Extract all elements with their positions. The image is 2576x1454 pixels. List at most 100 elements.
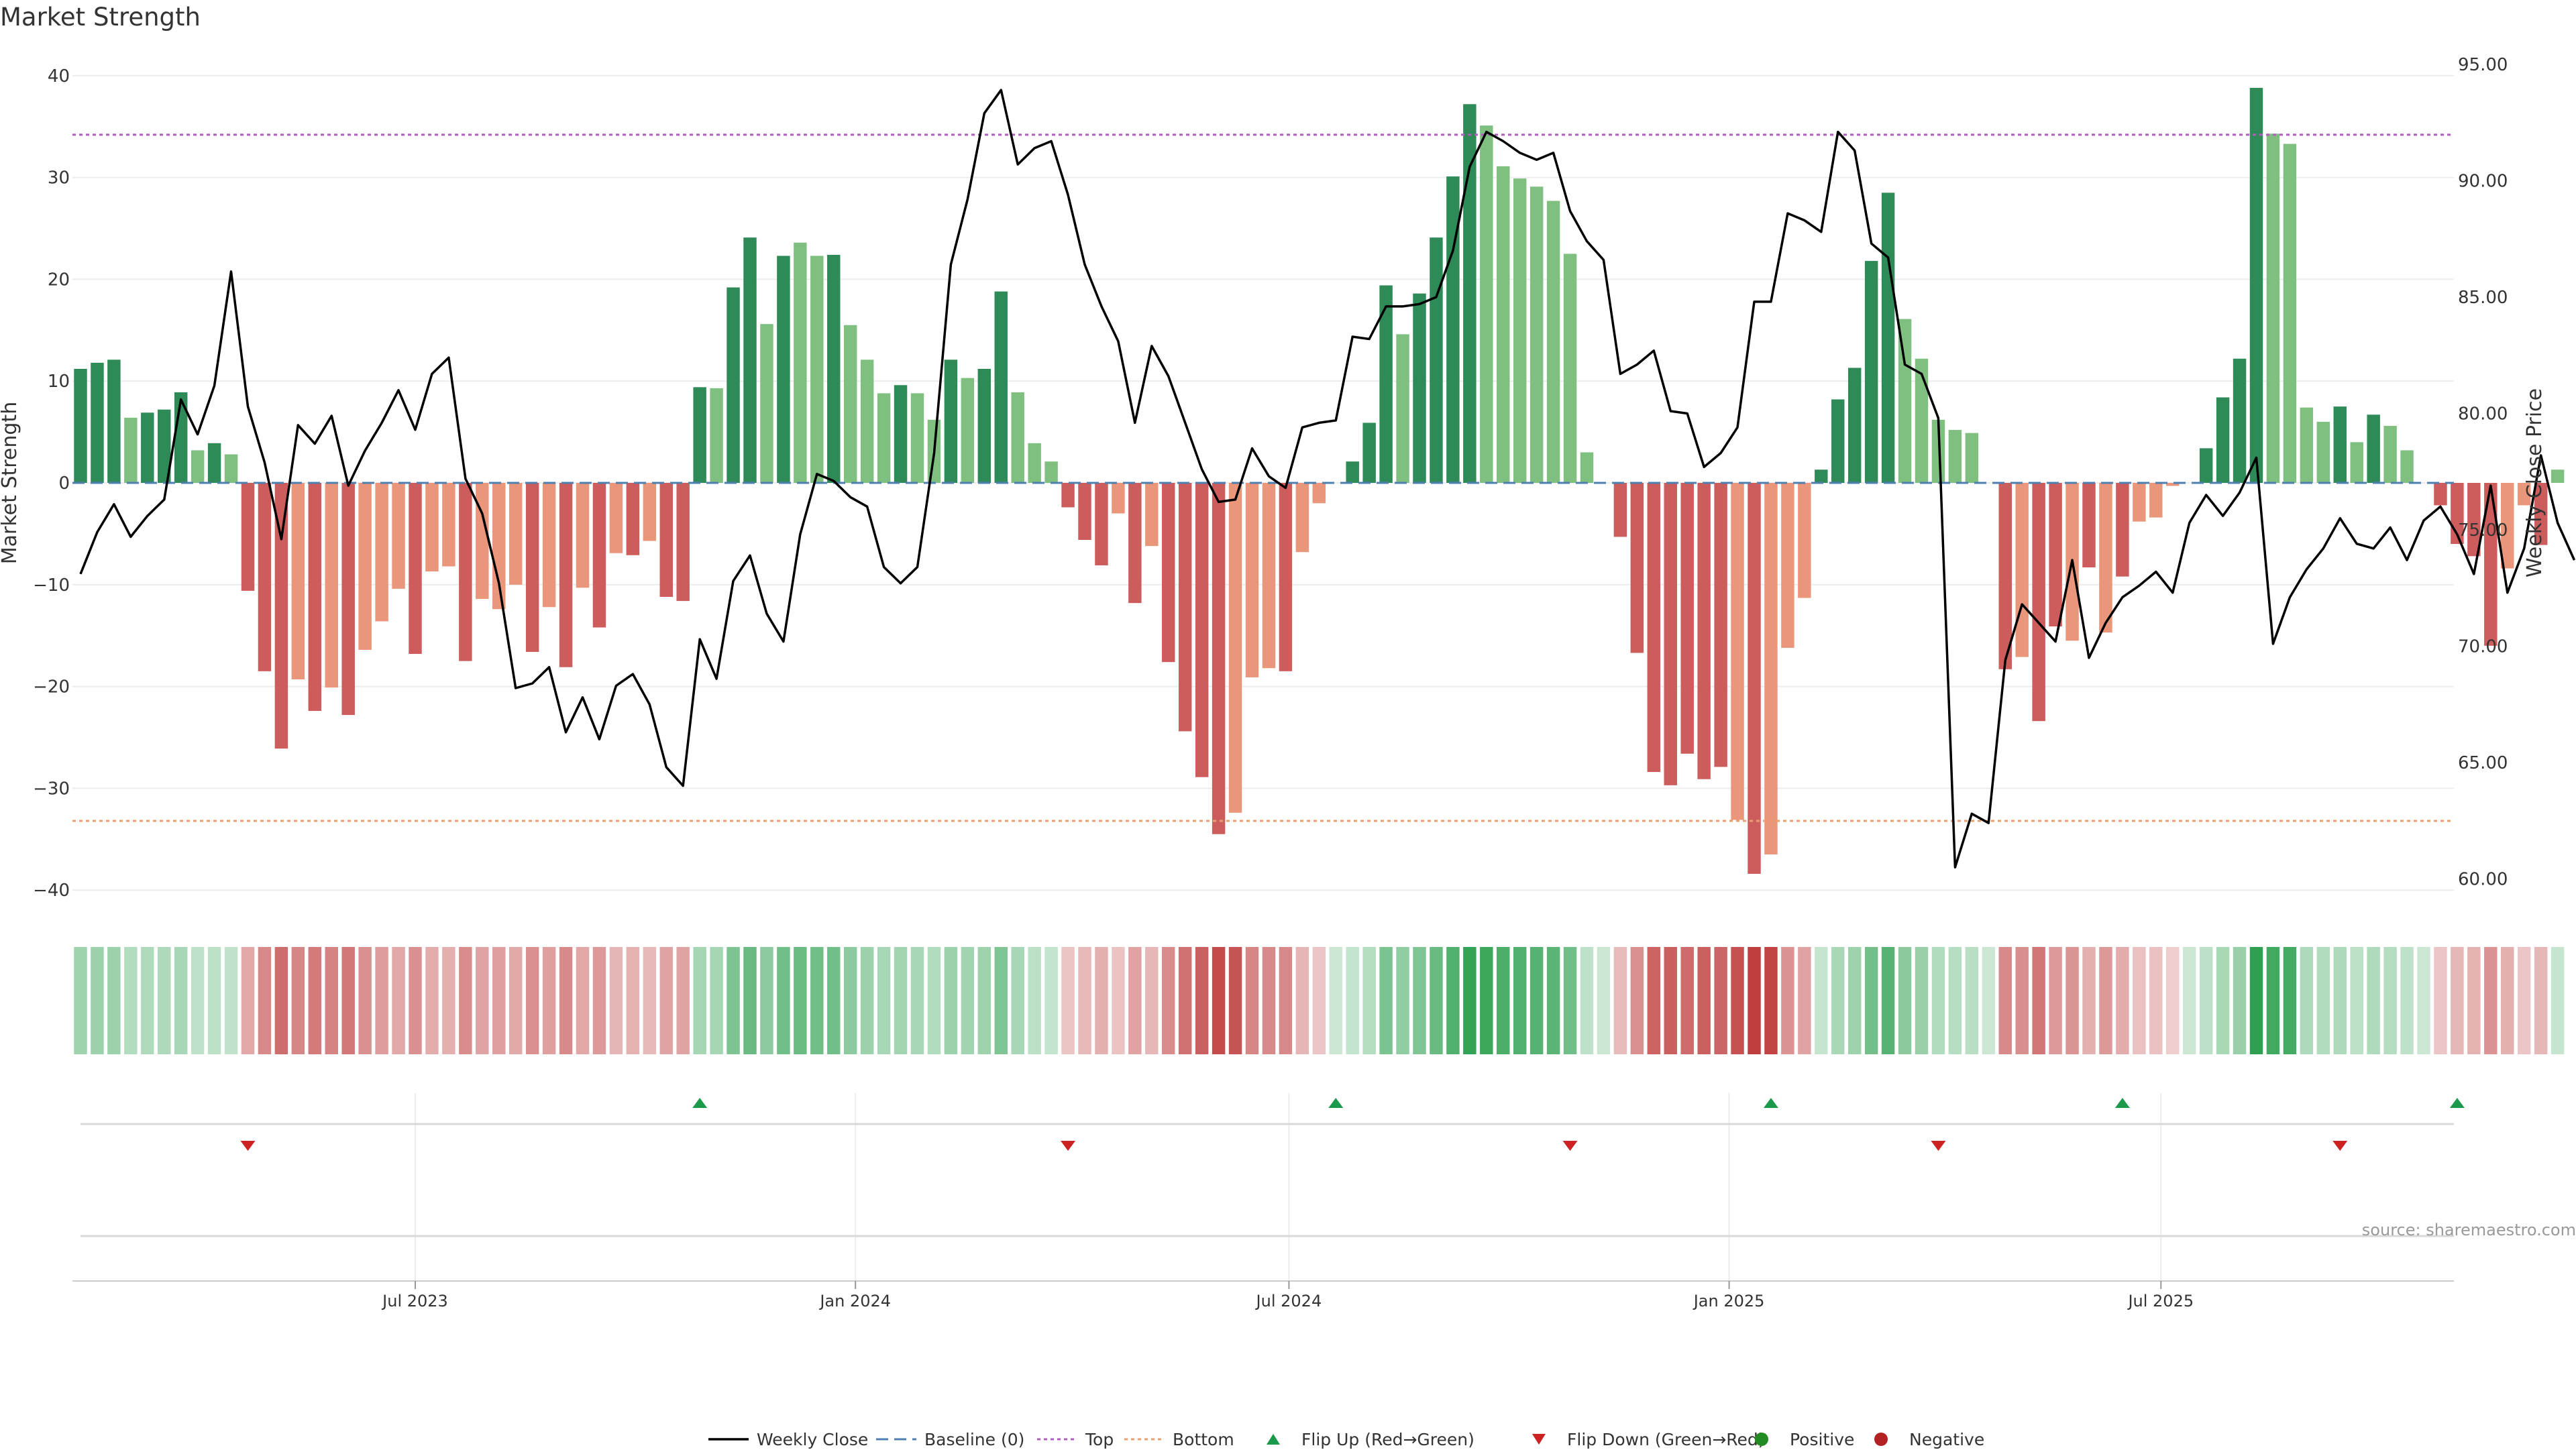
strength-bar — [2166, 483, 2180, 486]
weekly-close-swatch — [708, 1429, 749, 1449]
heat-cell — [1881, 947, 1895, 1054]
strength-bar — [961, 378, 975, 483]
legend-label: Baseline (0) — [924, 1429, 1025, 1449]
heat-cell — [810, 947, 824, 1054]
strength-bar — [1864, 261, 1878, 483]
heat-cell — [2015, 947, 2029, 1054]
heat-cell — [1748, 947, 1761, 1054]
strength-bar — [2534, 483, 2548, 545]
heat-cell — [592, 947, 606, 1054]
heat-cell — [341, 947, 355, 1054]
heat-cell — [576, 947, 590, 1054]
heat-cell — [1864, 947, 1878, 1054]
strength-bar — [592, 483, 606, 628]
heat-cell — [626, 947, 640, 1054]
heat-cell — [1613, 947, 1627, 1054]
strength-bar — [2082, 483, 2096, 567]
heat-cell — [1731, 947, 1744, 1054]
heat-cell — [2400, 947, 2414, 1054]
source-note: source: sharemaestro.com — [2361, 1221, 2576, 1239]
strength-bar — [1731, 483, 1744, 820]
top-swatch — [1037, 1429, 1077, 1449]
strength-bar — [1396, 334, 1409, 483]
strength-bar — [2283, 144, 2297, 484]
strength-bar — [1228, 483, 1242, 813]
heat-cell — [1647, 947, 1661, 1054]
heat-cell — [1379, 947, 1393, 1054]
strength-bar — [2133, 483, 2146, 522]
weekly-close-line — [79, 89, 2576, 869]
strength-bar — [1463, 104, 1477, 483]
strength-bar — [1630, 483, 1644, 653]
heat-cell — [1463, 947, 1477, 1054]
strength-bar — [609, 483, 623, 553]
strength-bar — [777, 256, 790, 483]
y2-tick-label: 95.00 — [2458, 55, 2508, 75]
strength-bar — [2249, 88, 2263, 484]
heat-cell — [827, 947, 841, 1054]
strength-bar — [1178, 483, 1192, 732]
legend-item-flip-up: Flip Up (Red→Green) — [1253, 1427, 1474, 1451]
strength-bar — [2233, 358, 2247, 483]
strength-bar — [2517, 483, 2531, 506]
strength-bar — [124, 417, 138, 483]
strength-bar — [2149, 483, 2163, 518]
heat-cell — [1497, 947, 1510, 1054]
strength-bar — [676, 483, 690, 602]
strength-bar — [2032, 483, 2045, 722]
heat-cell — [1513, 947, 1527, 1054]
heat-cell — [1998, 947, 2012, 1054]
strength-bar — [508, 483, 523, 585]
strength-bar — [191, 450, 205, 483]
strength-bar — [2316, 421, 2330, 483]
axes: 40 30 20 10 0 −10 −20 −30 −40 95.00 90.00 85.00 80.0… — [0, 55, 2546, 1310]
heat-cell — [207, 947, 221, 1054]
y2-axis-title: Weekly Close Price — [2523, 388, 2546, 577]
strength-bar — [659, 483, 673, 598]
x-tick-label: Jul 2023 — [381, 1292, 448, 1310]
heat-cell — [325, 947, 338, 1054]
legend-label: Weekly Close — [757, 1429, 869, 1449]
heat-cell — [1044, 947, 1058, 1054]
legend-label: Flip Up (Red→Green) — [1301, 1429, 1474, 1449]
strength-bar — [843, 325, 857, 483]
heat-cell — [1630, 947, 1644, 1054]
strength-bar — [525, 483, 539, 652]
y-tick-label: 30 — [48, 168, 70, 188]
heat-cell — [308, 947, 322, 1054]
y2-tick-label: 90.00 — [2458, 172, 2508, 192]
y-axis-title: Market Strength — [0, 402, 21, 564]
strength-bar — [2467, 483, 2481, 557]
heat-cell — [743, 947, 757, 1054]
heat-cell — [2300, 947, 2314, 1054]
heat-cell — [2350, 947, 2363, 1054]
heat-cell — [1831, 947, 1845, 1054]
heat-cell — [894, 947, 908, 1054]
heat-cell — [1798, 947, 1811, 1054]
strength-bar — [2434, 483, 2447, 506]
strength-bar — [442, 483, 455, 567]
strength-bar — [207, 443, 221, 483]
legend-label: Negative — [1909, 1429, 1985, 1449]
heat-cell — [1245, 947, 1259, 1054]
strength-bar — [1529, 186, 1544, 483]
heat-cell — [1112, 947, 1125, 1054]
heat-cell — [2199, 947, 2213, 1054]
heat-cell — [274, 947, 288, 1054]
heat-cell — [2082, 947, 2096, 1054]
strength-bar — [141, 412, 154, 483]
strength-bar — [1145, 483, 1159, 547]
heat-cell — [1597, 947, 1611, 1054]
strength-bar — [2300, 407, 2314, 483]
strength-bar — [1965, 433, 1979, 483]
heat-cell — [659, 947, 673, 1054]
y-tick-label: 10 — [48, 372, 70, 392]
strength-bar — [1078, 483, 1091, 541]
heat-cell — [1346, 947, 1359, 1054]
strength-bar — [1697, 483, 1711, 779]
strength-bar — [1948, 430, 1962, 483]
strength-bar — [1346, 461, 1359, 483]
heat-cell — [1145, 947, 1159, 1054]
heat-cell — [1078, 947, 1091, 1054]
